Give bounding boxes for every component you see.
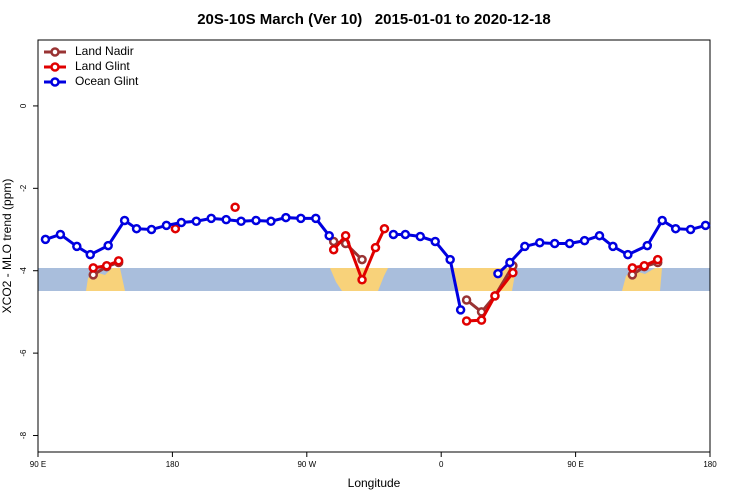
land-mask: [38, 268, 710, 291]
y-tick-label: -4: [19, 267, 28, 275]
point: [505, 257, 515, 268]
point: [370, 242, 381, 253]
point: [623, 249, 633, 260]
point: [670, 223, 681, 234]
point: [131, 223, 142, 234]
point: [191, 216, 202, 227]
series-line: [44, 216, 706, 311]
point: [340, 230, 351, 241]
x-tick-label: 180: [166, 460, 180, 469]
point: [652, 254, 663, 265]
point: [113, 256, 124, 266]
x-tick-label: 180: [703, 460, 717, 469]
point: [520, 241, 530, 252]
point: [685, 224, 696, 235]
legend-marker: [50, 62, 60, 72]
point: [657, 215, 667, 226]
legend-label: Land Nadir: [75, 44, 134, 58]
point: [490, 291, 500, 301]
point: [251, 215, 261, 226]
point: [594, 230, 605, 241]
point: [236, 216, 246, 227]
point: [324, 230, 334, 241]
point: [119, 215, 130, 226]
point: [40, 234, 51, 245]
point: [508, 268, 518, 278]
point: [535, 237, 545, 248]
point: [72, 241, 82, 252]
y-tick-label: -8: [19, 431, 28, 439]
point: [455, 305, 466, 315]
point: [296, 213, 306, 224]
point: [170, 223, 181, 234]
x-tick-label: 0: [439, 460, 444, 469]
point: [206, 213, 216, 224]
point: [357, 254, 367, 265]
point: [579, 235, 590, 246]
point: [388, 229, 399, 240]
point: [281, 212, 291, 223]
point: [266, 216, 276, 227]
point: [700, 220, 711, 231]
point: [103, 240, 113, 251]
legend-marker: [50, 47, 60, 57]
x-tick-label: 90 E: [567, 460, 583, 469]
y-tick-label: -6: [19, 349, 28, 357]
chart-title: 20S-10S March (Ver 10) 2015-01-01 to 202…: [197, 11, 551, 28]
y-tick-label: 0: [19, 103, 28, 108]
plot-frame: [37, 39, 711, 453]
point: [549, 238, 560, 249]
x-tick-label: 90 E: [30, 460, 46, 469]
y-axis-label: XCO2 - MLO trend (ppm): [0, 179, 14, 314]
point: [476, 315, 487, 325]
point: [176, 217, 187, 228]
point: [564, 238, 575, 249]
point: [430, 236, 440, 247]
x-axis-label: Longitude: [348, 476, 401, 490]
point: [461, 316, 472, 326]
legend-label: Ocean Glint: [75, 74, 139, 88]
point: [221, 214, 231, 225]
point: [101, 261, 112, 271]
point: [400, 229, 411, 240]
point: [445, 254, 455, 265]
point: [55, 229, 66, 240]
point: [311, 213, 321, 224]
point: [230, 202, 240, 213]
point: [146, 224, 157, 235]
x-tick-label: 90 W: [297, 460, 316, 469]
point: [357, 275, 367, 285]
point: [85, 249, 96, 260]
point: [639, 261, 650, 271]
legend-marker: [50, 77, 60, 87]
point: [627, 263, 638, 273]
point: [379, 223, 390, 234]
point: [161, 220, 172, 231]
point: [88, 263, 99, 273]
point: [415, 231, 426, 242]
point: [461, 295, 472, 305]
point: [642, 240, 653, 251]
point: [328, 244, 339, 255]
point: [493, 268, 503, 279]
point: [608, 241, 618, 252]
y-tick-label: -2: [19, 184, 28, 192]
legend-label: Land Glint: [75, 59, 130, 73]
